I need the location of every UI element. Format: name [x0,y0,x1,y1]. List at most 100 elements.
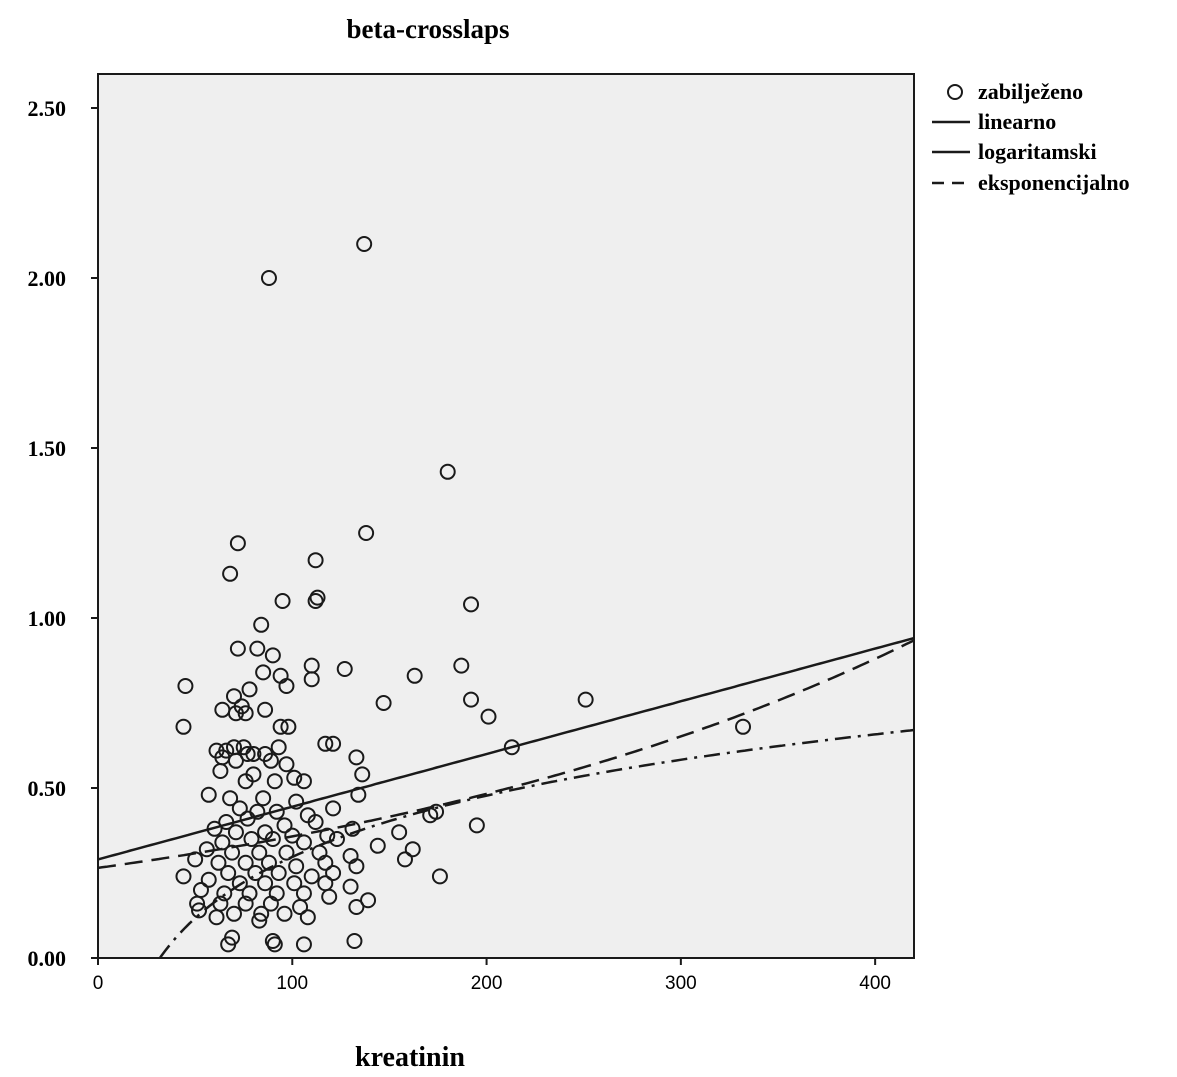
logarithmic-fit-line [158,728,914,958]
scatter-points [175,236,752,953]
data-point [453,657,470,674]
legend-label: eksponencijalno [978,170,1130,195]
data-point [177,678,194,694]
data-point [264,647,281,664]
data-point [245,746,262,762]
data-point [189,895,206,912]
legend: zabilježeno linearno logaritamski eksponenc… [932,79,1130,195]
data-point [270,865,287,881]
data-point [295,936,312,953]
legend-label: zabilježeno [978,79,1083,104]
data-point [251,844,268,861]
data-point [348,858,365,875]
data-point [270,739,287,756]
data-point [260,854,277,871]
data-point [468,817,485,834]
data-point [175,868,192,885]
data-point [237,895,254,912]
data-point [328,831,345,847]
data-point [358,525,375,541]
data-point [286,769,303,786]
linear-fit-line [98,636,914,861]
data-point [278,756,295,773]
data-point [280,718,297,735]
data-point [266,936,283,953]
data-point [239,810,256,827]
data-point [262,752,279,769]
data-point [439,463,456,480]
x-axis-label: kreatinin [355,1042,465,1073]
data-point [307,814,324,830]
data-point [288,793,305,810]
data-point [463,691,480,708]
y-tick-label: 2.00 [28,266,67,291]
data-point [325,865,342,881]
x-tick-label: 400 [859,973,891,994]
data-point [222,790,239,807]
data-point [356,236,373,252]
legend-label: logaritamski [978,139,1097,164]
data-point [396,851,413,868]
data-point [276,905,293,922]
data-point [200,786,217,803]
data-point [212,763,229,779]
y-tick-label: 0.00 [28,946,67,971]
data-point [317,854,334,871]
data-point [375,695,392,711]
data-point [226,905,242,922]
data-point [480,708,497,725]
data-point [227,824,244,841]
data-point [431,868,448,885]
data-point [303,671,320,688]
data-point [295,773,312,790]
data-point [251,912,268,929]
data-point [257,701,274,718]
data-point [243,831,260,847]
data-point [262,895,279,912]
data-point [406,667,423,684]
data-point [404,841,421,858]
data-point [255,664,272,681]
data-point [239,746,256,762]
x-tick-label: 300 [665,973,697,994]
data-point [237,773,254,790]
y-tick-label: 1.00 [28,606,67,631]
data-point [463,596,480,613]
data-point [325,800,342,817]
exponential-fit-line [98,639,914,870]
data-point [266,773,283,790]
fit-lines [98,636,914,958]
data-point [241,681,258,698]
data-point [276,817,293,834]
axis-ticks: 0.00 0.50 1.00 1.50 2.00 2.50 0 100 200 300 400 [28,96,891,994]
x-tick-label: 100 [276,973,308,994]
data-point [175,718,192,735]
data-point [253,616,270,633]
data-point [348,749,365,766]
data-point [342,878,359,895]
data-point [354,766,371,783]
data-point [346,933,363,949]
data-point [272,718,289,735]
data-point [295,834,312,851]
data-point [231,800,248,817]
data-point [260,270,277,286]
data-point [229,535,246,552]
legend-marker-circle [947,84,963,100]
y-tick-label: 1.50 [28,436,67,461]
data-point [210,854,227,871]
data-point [220,865,237,881]
data-point [286,875,303,892]
data-point [237,854,254,871]
data-point [303,868,320,885]
data-point [229,640,246,657]
data-point [735,718,752,735]
x-tick-label: 0 [93,973,104,994]
data-point [249,640,266,657]
data-point [348,899,365,915]
y-tick-label: 0.50 [28,776,67,801]
data-point [391,824,408,841]
data-point [200,871,217,888]
x-tick-label: 200 [471,973,503,994]
